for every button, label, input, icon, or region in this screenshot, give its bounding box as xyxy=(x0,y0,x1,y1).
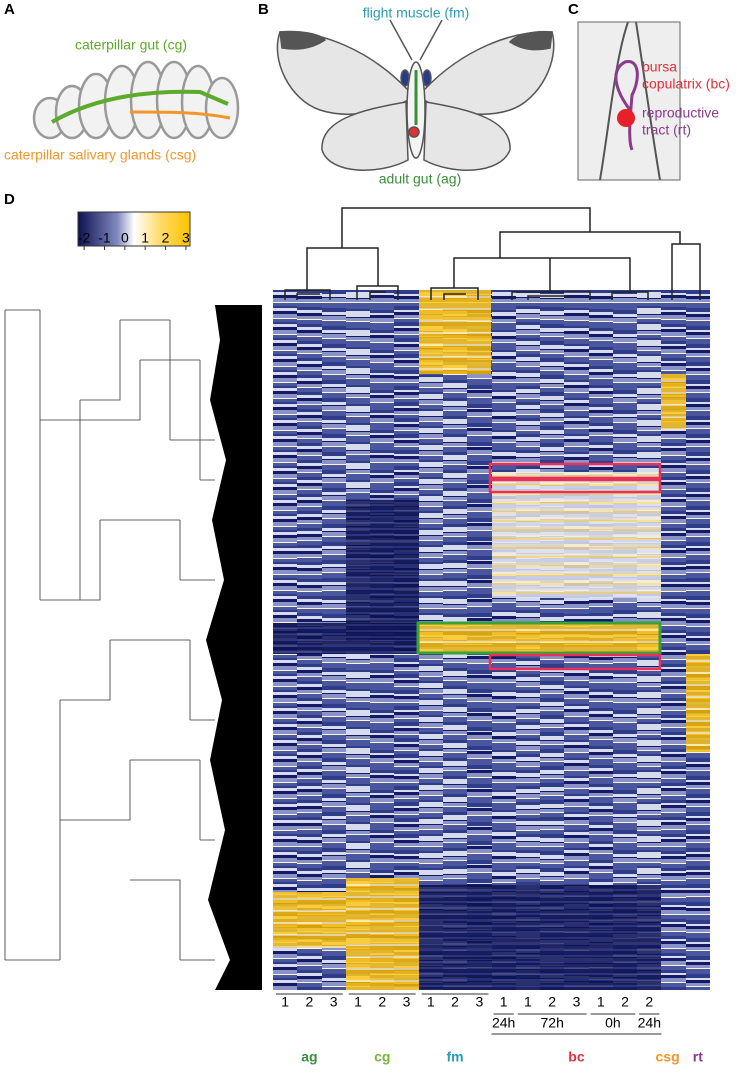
highlight-box xyxy=(488,478,662,494)
dendrogram-leaves xyxy=(206,305,262,990)
bursa-shape xyxy=(617,109,635,127)
group-label: rt xyxy=(693,1049,703,1065)
group-label: csg xyxy=(656,1049,680,1065)
left-dendrogram xyxy=(4,309,215,961)
time-label: 24h xyxy=(492,1015,515,1031)
column-label: 3 xyxy=(573,994,581,1010)
column-label: 3 xyxy=(330,994,338,1010)
rt-label: tract (rt) xyxy=(642,122,691,138)
group-label: bc xyxy=(568,1049,585,1065)
colorbar-tick-label: 1 xyxy=(141,230,149,246)
time-label: 0h xyxy=(605,1015,621,1031)
colorbar-tick-label: 0 xyxy=(121,230,129,246)
heatmap-block xyxy=(418,885,662,990)
column-label: 2 xyxy=(645,994,653,1010)
panel-c-box xyxy=(577,21,681,181)
fm-label: flight muscle (fm) xyxy=(363,5,470,21)
heatmap-block xyxy=(345,878,419,990)
csg-label: caterpillar salivary glands (csg) xyxy=(4,147,196,163)
panel-letter: B xyxy=(258,1,269,18)
colorbar-tick-label: 2 xyxy=(162,230,170,246)
bc-label: bursa xyxy=(642,59,677,75)
column-label: 3 xyxy=(475,994,483,1010)
colorbar-tick-label: -1 xyxy=(98,230,111,246)
column-label: 2 xyxy=(621,994,629,1010)
column-label: 2 xyxy=(378,994,386,1010)
heatmap-block xyxy=(273,892,346,948)
panel-letter: A xyxy=(4,1,15,18)
ag-label: adult gut (ag) xyxy=(379,171,462,187)
colorbar-tick-label: -2 xyxy=(78,230,91,246)
caterpillar xyxy=(32,60,240,140)
cg-label: caterpillar gut (cg) xyxy=(75,37,187,53)
gland-line xyxy=(129,110,231,120)
heatmap-block xyxy=(685,654,710,752)
tract-shape xyxy=(614,60,639,151)
column-label: 3 xyxy=(403,994,411,1010)
rt-label: reproductive xyxy=(642,105,719,121)
top-dendrogram xyxy=(284,207,701,300)
column-label: 1 xyxy=(524,994,532,1010)
highlight-box xyxy=(488,462,662,480)
heatmap-block xyxy=(418,290,492,374)
abdomen-outline xyxy=(599,21,661,181)
heatmap xyxy=(273,290,710,990)
group-label: cg xyxy=(374,1049,390,1065)
column-label: 2 xyxy=(548,994,556,1010)
highlight-box xyxy=(488,653,662,671)
group-label: ag xyxy=(301,1049,317,1065)
column-label: 2 xyxy=(306,994,314,1010)
column-label: 1 xyxy=(597,994,605,1010)
heatmap-block xyxy=(345,500,419,640)
colorbar-tick-label: 3 xyxy=(182,230,190,246)
time-label: 72h xyxy=(541,1015,564,1031)
column-label: 1 xyxy=(500,994,508,1010)
panel-letter: D xyxy=(4,191,15,208)
column-label: 1 xyxy=(427,994,435,1010)
heatmap-block xyxy=(418,622,662,654)
column-label: 2 xyxy=(451,994,459,1010)
column-label: 1 xyxy=(354,994,362,1010)
colorbar xyxy=(77,211,191,247)
heatmap-block xyxy=(661,374,686,430)
heatmap-column xyxy=(685,290,710,990)
panel-letter: C xyxy=(568,1,579,18)
column-label: 1 xyxy=(281,994,289,1010)
group-label: fm xyxy=(447,1049,464,1065)
highlight-box xyxy=(416,621,662,655)
gut-line xyxy=(50,89,229,124)
butterfly xyxy=(276,19,555,171)
bc-label: copulatrix (bc) xyxy=(642,76,730,92)
time-label: 24h xyxy=(638,1015,661,1031)
